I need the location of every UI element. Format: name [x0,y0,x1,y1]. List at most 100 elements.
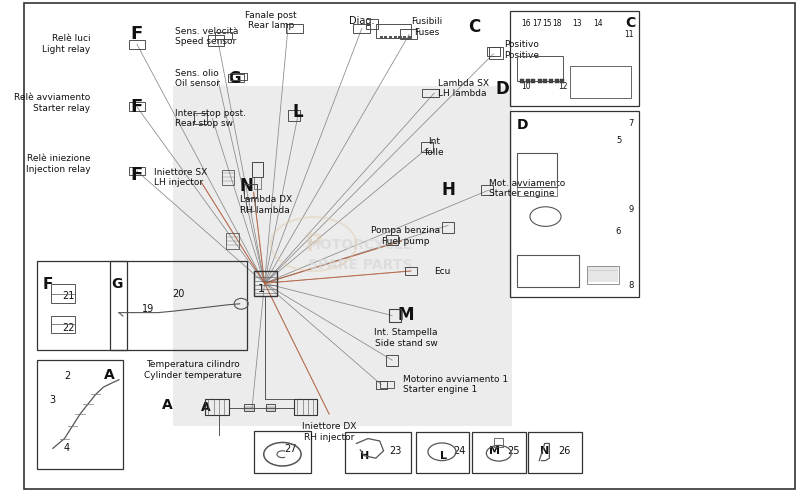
Text: N: N [540,446,550,456]
Text: Diag.: Diag. [349,16,374,25]
Bar [510,111,639,297]
Bar [520,79,524,83]
Bar [526,79,530,83]
Bar [345,432,411,473]
Bar [400,29,417,39]
Text: 12: 12 [558,82,567,91]
Bar [586,266,619,284]
Bar [354,24,370,33]
Text: 27: 27 [285,444,298,454]
Text: 24: 24 [453,446,466,456]
Bar [129,40,145,49]
Text: Inter. stop post.
Rear stop sw: Inter. stop post. Rear stop sw [175,109,246,128]
Bar [489,47,502,59]
Text: Mot. avviamento
Starter engine: Mot. avviamento Starter engine [489,179,565,198]
Text: H: H [442,181,455,198]
Text: D: D [496,80,510,98]
Bar [206,399,229,415]
Bar [386,235,398,245]
Bar [380,36,383,39]
Bar [209,35,224,46]
Text: 23: 23 [389,446,402,456]
Bar [254,431,311,473]
Text: A: A [162,398,173,412]
Text: Relè luci
Light relay: Relè luci Light relay [42,34,90,54]
Text: 25: 25 [507,446,520,456]
Bar [555,79,558,83]
Text: Fanale post
Rear lamp: Fanale post Rear lamp [245,11,297,30]
Bar [194,113,207,124]
Text: L: L [293,103,303,121]
Text: N: N [240,177,254,195]
Bar [38,360,123,469]
Bar [421,142,434,152]
Bar [51,284,74,303]
Text: 20: 20 [173,289,185,299]
Text: G: G [228,71,241,86]
Text: H: H [360,451,370,461]
Text: A: A [104,368,115,382]
Bar [228,74,243,82]
Text: L: L [441,451,447,461]
Text: 11: 11 [624,30,634,39]
Bar [380,381,394,388]
Bar [471,432,526,473]
Text: 7: 7 [629,119,634,128]
Text: Iniettore SX
LH injector: Iniettore SX LH injector [154,168,207,187]
Bar [550,79,554,83]
Bar [386,355,398,366]
Text: 21: 21 [62,292,74,301]
Text: 1: 1 [258,284,265,294]
Text: F: F [130,25,142,43]
Text: 22: 22 [62,323,74,333]
Text: 26: 26 [558,446,570,456]
Bar [510,11,639,106]
Text: 8: 8 [629,281,634,290]
Text: F: F [130,98,142,116]
Bar [394,36,397,39]
Text: Ecu: Ecu [434,268,450,276]
Text: 15: 15 [542,19,552,27]
Bar [252,162,263,177]
Bar [408,36,411,39]
Text: Pompa benzina
Fuel pump: Pompa benzina Fuel pump [371,226,440,246]
Bar [174,86,512,426]
Bar [230,73,247,80]
Text: A: A [201,401,210,414]
Text: Relè iniezione
Injection relay: Relè iniezione Injection relay [26,154,90,174]
Bar [244,404,254,411]
Bar [38,261,126,350]
Bar [543,79,547,83]
Text: 14: 14 [593,19,602,27]
Text: Sens. olio
Oil sensor: Sens. olio Oil sensor [175,69,220,88]
Text: M: M [398,306,414,324]
Bar [494,438,503,447]
Bar [398,36,402,39]
Text: MOTORCYCLE
SPARE PARTS: MOTORCYCLE SPARE PARTS [307,238,414,271]
Text: Relè avviamento
Starter relay: Relè avviamento Starter relay [14,93,90,113]
Bar [384,36,387,39]
Bar [422,89,439,97]
Text: G: G [111,277,122,291]
Bar [288,110,300,121]
Text: P: P [305,232,322,256]
Bar [403,36,406,39]
Text: 9: 9 [629,205,634,214]
Bar [286,24,302,33]
Text: Int. Stampella
Side stand sw: Int. Stampella Side stand sw [374,328,438,348]
Bar [129,167,145,175]
Text: 2: 2 [65,371,70,381]
Bar [254,177,262,189]
Bar [376,24,411,38]
Bar [481,185,494,195]
Bar [517,56,563,81]
Bar [531,79,535,83]
Text: 6: 6 [615,227,621,236]
Text: C: C [469,18,481,36]
Text: Int
folle: Int folle [424,137,444,157]
Bar [415,432,470,473]
Text: Iniettore DX
RH injector: Iniettore DX RH injector [302,422,356,442]
Bar [376,381,386,389]
Bar [222,170,234,185]
Text: 13: 13 [573,19,582,27]
